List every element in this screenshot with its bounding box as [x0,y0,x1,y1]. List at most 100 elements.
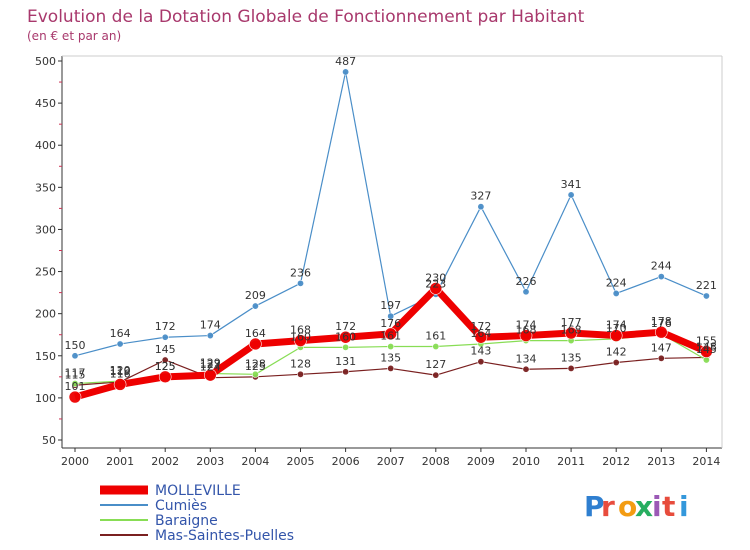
y-tick-label: 100 [35,392,56,405]
data-point [342,68,350,76]
data-label: 164 [245,327,266,340]
data-point [612,289,620,297]
data-label: 160 [335,330,356,343]
logo-letter: i [652,490,662,523]
logo-letter: i [679,490,689,523]
data-label: 178 [651,315,672,328]
data-label: 174 [200,319,221,332]
data-point [113,378,127,391]
data-label: 226 [516,275,537,288]
legend-item: Mas-Saintes-Puelles [100,528,294,544]
data-label: 341 [561,178,582,191]
x-tick-label: 2001 [106,455,134,468]
data-label: 177 [561,316,582,329]
series-cumi-s [71,68,710,360]
data-label: 172 [155,320,176,333]
y-tick-label: 250 [35,266,56,279]
data-label: 142 [606,346,627,359]
data-point [612,359,620,367]
logo-letter: r [601,490,615,523]
y-tick-label: 350 [35,181,56,194]
data-label: 172 [470,320,491,333]
data-label: 172 [335,320,356,333]
y-tick-label: 200 [35,308,56,321]
data-point [68,390,82,404]
data-label: 120 [110,364,131,377]
data-point [387,312,395,320]
logo-letter: t [662,490,675,523]
data-label: 155 [696,335,717,348]
data-label: 327 [470,190,491,203]
data-label: 124 [200,361,221,374]
data-point [342,343,350,351]
data-point [71,380,79,388]
legend-item: Baraigne [100,513,218,529]
x-tick-label: 2012 [602,455,630,468]
data-label: 487 [335,55,356,68]
data-label: 168 [561,324,582,337]
data-point [158,370,172,384]
series-molleville [68,282,713,404]
data-label: 168 [290,324,311,337]
data-point [161,356,169,364]
legend-label: Baraigne [155,513,218,529]
data-label: 143 [470,345,491,358]
legend: MOLLEVILLECumièsBaraigneMas-Saintes-Puel… [100,483,294,544]
data-point [206,332,214,340]
x-tick-label: 2008 [422,455,450,468]
data-label: 161 [425,330,446,343]
data-point [429,282,443,295]
data-point [567,364,575,372]
data-point [249,337,262,351]
data-label: 209 [245,289,266,302]
data-label: 176 [651,317,672,330]
data-label: 244 [651,260,672,273]
chart-title: Evolution de la Dotation Globale de Fonc… [27,7,585,27]
x-tick-label: 2010 [512,455,540,468]
data-point [296,370,304,378]
x-tick-label: 2005 [287,455,315,468]
data-point [296,279,304,287]
data-point [702,292,710,300]
data-label: 224 [606,276,627,289]
data-label: 174 [606,319,627,332]
data-point [654,325,668,339]
data-point [657,273,665,281]
data-label: 161 [380,330,401,343]
legend-label: MOLLEVILLE [155,483,241,499]
data-point [609,329,623,342]
data-point [251,370,259,378]
data-point [384,327,398,341]
data-label: 160 [290,330,311,343]
data-point [567,191,575,199]
data-label: 125 [155,360,176,373]
legend-label: Mas-Saintes-Puelles [155,528,294,544]
y-tick-label: 300 [35,223,56,236]
data-label: 176 [380,317,401,330]
data-label: 223 [425,277,446,290]
data-label: 127 [425,358,446,371]
data-label: 134 [516,352,537,365]
legend-item: Cumiès [100,498,207,514]
data-label: 129 [200,356,221,369]
data-label: 119 [110,365,131,378]
data-point [522,365,530,373]
logo-letter: o [618,490,637,523]
data-label: 125 [155,360,176,373]
data-label: 168 [516,324,537,337]
logo-letter: P [584,490,605,523]
data-label: 128 [290,357,311,370]
x-tick-label: 2007 [377,455,405,468]
data-point [700,345,713,358]
x-tick-label: 2004 [241,455,269,468]
data-point [161,333,169,341]
x-tick-label: 2011 [557,455,585,468]
y-tick-label: 500 [35,55,56,68]
data-point [657,354,665,362]
x-tick-label: 2009 [467,455,495,468]
data-label: 147 [651,341,672,354]
